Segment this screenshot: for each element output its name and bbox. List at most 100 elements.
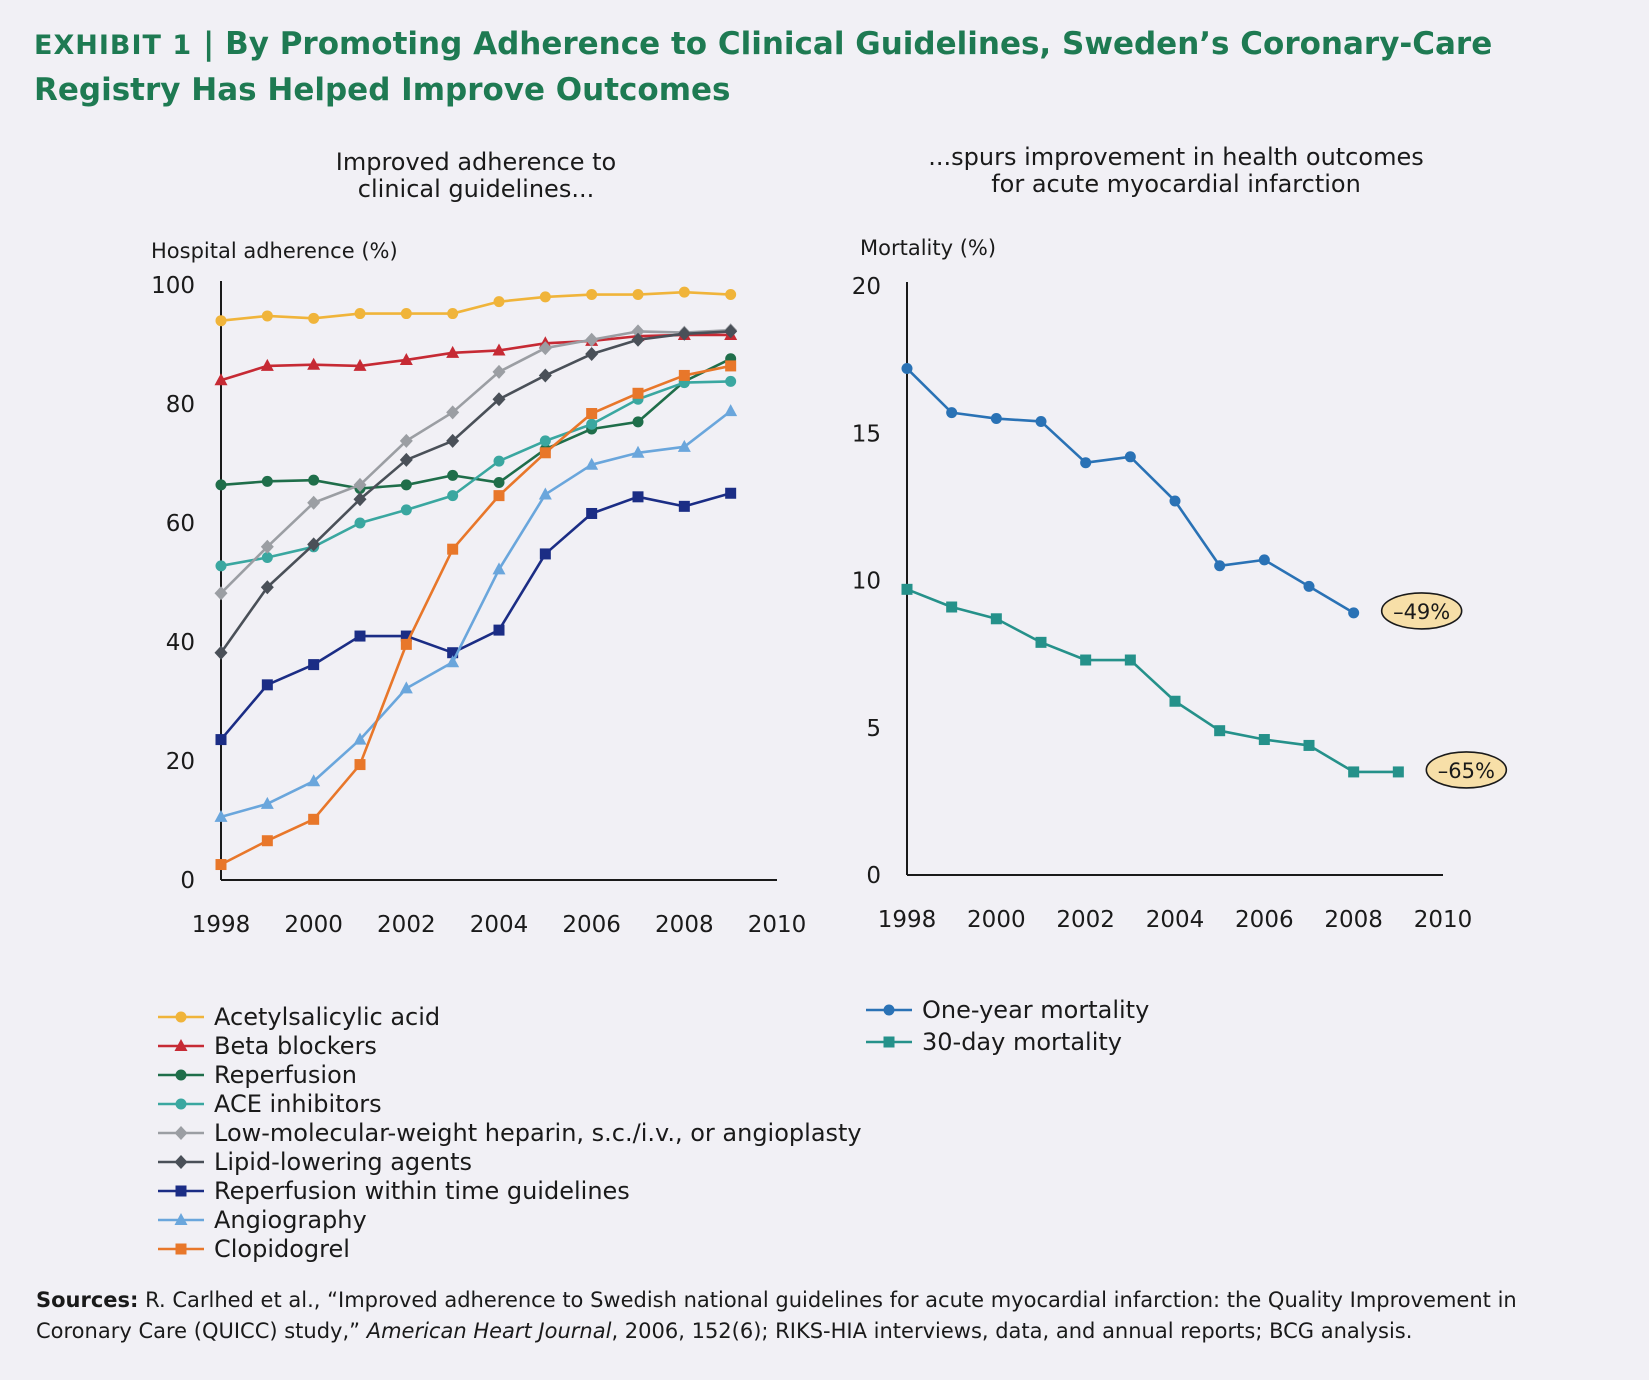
data-point-one-year-mortality: [1035, 415, 1047, 427]
adherence-heading-line: clinical guidelines...: [358, 175, 594, 203]
mortality-y-tick-label: 0: [866, 863, 881, 889]
data-point-angiography: [214, 809, 228, 822]
adherence-x-tick-label: 2010: [748, 912, 807, 938]
data-point-beta-blockers: [214, 373, 228, 386]
data-point-one-year-mortality: [901, 362, 913, 374]
adherence-y-tick-label: 60: [166, 511, 195, 537]
data-point-one-year-mortality: [1080, 457, 1092, 469]
data-point-reperfusion-within-time-guidelines: [586, 507, 598, 519]
series-line-reperfusion-within-time-guidelines: [220, 491, 732, 741]
adherence-legend-swatch-marker: [175, 1069, 187, 1081]
series-line-low-molecular-weight-heparin-s-c-i-v-or-angioplasty: [220, 328, 731, 595]
adherence-y-tick-label: 20: [166, 749, 195, 775]
data-point-clopidogrel: [215, 859, 227, 871]
data-point-angiography: [538, 487, 552, 500]
data-point-clopidogrel: [308, 813, 320, 825]
data-point-acetylsalicylic-acid: [215, 315, 227, 327]
sources-text-1: R. Carlhed et al., “Improved adherence t…: [36, 1288, 1517, 1343]
data-point-30-day-mortality: [1035, 636, 1047, 648]
mortality-legend: One-year mortality 30-day mortality: [866, 996, 1149, 1056]
data-point-low-molecular-weight-heparin-s-c-i-v-or-angioplasty: [353, 477, 367, 492]
data-point-angiography: [677, 439, 691, 452]
mortality-legend-label: 30-day mortality: [922, 1028, 1122, 1056]
data-point-acetylsalicylic-acid: [632, 289, 644, 301]
data-point-one-year-mortality: [1303, 580, 1315, 592]
adherence-legend-label: Beta blockers: [214, 1032, 377, 1060]
mortality-x-tick-label: 2002: [1056, 907, 1115, 933]
title-separator: |: [202, 26, 215, 62]
mortality-x-tick-label: 1998: [878, 907, 937, 933]
data-point-ace-inhibitors: [725, 375, 737, 387]
data-point-ace-inhibitors: [539, 435, 551, 447]
mortality-chart: ...spurs improvement in health outcomesf…: [852, 143, 1508, 933]
series-line-angiography: [220, 410, 732, 819]
data-point-30-day-mortality: [1169, 695, 1181, 707]
data-point-reperfusion-within-time-guidelines: [400, 630, 412, 642]
series-line-lipid-lowering-agents: [219, 330, 731, 654]
data-point-low-molecular-weight-heparin-s-c-i-v-or-angioplasty: [214, 586, 228, 601]
adherence-legend-label: Clopidogrel: [214, 1235, 350, 1263]
data-point-acetylsalicylic-acid: [308, 312, 320, 324]
adherence-legend-swatch-marker: [174, 1039, 188, 1051]
mortality-y-tick-label: 10: [852, 569, 881, 595]
data-point-lipid-lowering-agents: [585, 347, 599, 362]
adherence-y-tick-label: 40: [166, 630, 195, 656]
adherence-legend-label: Lipid-lowering agents: [214, 1148, 472, 1176]
mortality-x-tick-label: 2006: [1235, 907, 1294, 933]
data-point-clopidogrel: [493, 490, 505, 502]
adherence-legend-label: Low-molecular-weight heparin, s.c./i.v.,…: [214, 1119, 862, 1147]
data-point-clopidogrel: [586, 408, 598, 420]
data-point-acetylsalicylic-acid: [539, 291, 551, 303]
mortality-y-axis-title: Mortality (%): [860, 236, 996, 260]
data-point-low-molecular-weight-heparin-s-c-i-v-or-angioplasty: [538, 341, 552, 356]
data-point-beta-blockers: [353, 358, 367, 371]
data-point-30-day-mortality: [990, 613, 1002, 625]
adherence-x-tick-label: 1998: [192, 912, 251, 938]
data-point-lipid-lowering-agents: [214, 645, 228, 660]
data-point-30-day-mortality: [1080, 654, 1092, 666]
sources-label: Sources:: [36, 1288, 139, 1312]
data-point-lipid-lowering-agents: [307, 537, 321, 552]
data-point-low-molecular-weight-heparin-s-c-i-v-or-angioplasty: [585, 332, 599, 347]
data-point-low-molecular-weight-heparin-s-c-i-v-or-angioplasty: [399, 433, 413, 448]
data-point-reperfusion-within-time-guidelines: [354, 630, 366, 642]
data-point-acetylsalicylic-acid: [261, 310, 273, 322]
data-point-lipid-lowering-agents: [677, 326, 691, 341]
data-point-low-molecular-weight-heparin-s-c-i-v-or-angioplasty: [307, 495, 321, 510]
data-point-clopidogrel: [447, 543, 459, 555]
data-point-beta-blockers: [492, 343, 506, 356]
data-point-ace-inhibitors: [447, 490, 459, 502]
adherence-x-tick-label: 2002: [377, 912, 436, 938]
data-point-reperfusion: [308, 474, 320, 486]
adherence-x-tick-label: 2006: [562, 912, 621, 938]
exhibit-label: EXHIBIT 1: [34, 30, 193, 61]
data-point-acetylsalicylic-acid: [725, 289, 737, 301]
data-point-reperfusion-within-time-guidelines: [493, 624, 505, 636]
sources-note: Sources: R. Carlhed et al., “Improved ad…: [36, 1285, 1596, 1347]
data-point-reperfusion: [632, 416, 644, 428]
data-point-reperfusion-within-time-guidelines: [447, 647, 459, 659]
mortality-x-tick-label: 2004: [1146, 907, 1205, 933]
data-point-ace-inhibitors: [400, 504, 412, 516]
series-line-acetylsalicylic-acid: [220, 290, 731, 322]
data-point-reperfusion: [447, 469, 459, 481]
mortality-y-tick-label: 15: [852, 421, 881, 447]
data-point-angiography: [492, 562, 506, 575]
data-point-beta-blockers: [399, 352, 413, 365]
data-point-ace-inhibitors: [215, 560, 227, 572]
data-point-ace-inhibitors: [586, 418, 598, 430]
data-point-beta-blockers: [260, 358, 274, 371]
series-line-30-day-mortality: [906, 588, 1399, 774]
data-point-30-day-mortality: [1392, 766, 1404, 778]
data-point-one-year-mortality: [1348, 607, 1360, 619]
mortality-legend-swatch-marker: [883, 1036, 895, 1048]
data-point-acetylsalicylic-acid: [400, 308, 412, 320]
data-point-reperfusion: [400, 479, 412, 491]
adherence-legend-label: Reperfusion: [214, 1061, 357, 1089]
data-point-clopidogrel: [354, 759, 366, 771]
mortality-y-tick-label: 20: [852, 274, 881, 300]
data-point-acetylsalicylic-acid: [354, 308, 366, 320]
